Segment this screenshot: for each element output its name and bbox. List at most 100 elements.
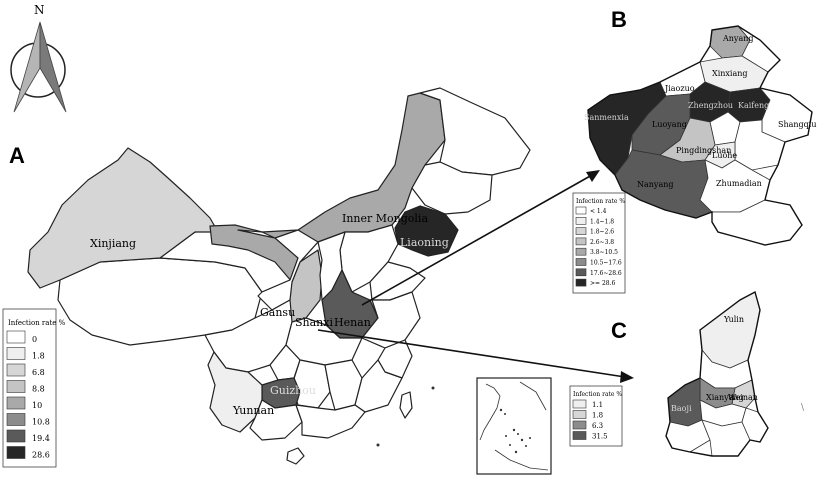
arrowhead-c [620,371,634,383]
label-zhumadian: Zhumadian [716,179,762,188]
legend-swatch [575,217,587,225]
legend-a-title: Infection rate % [8,319,66,327]
region-jilin [411,161,493,215]
legend-label: 31.5 [592,433,608,441]
label-yulin: Yulin [723,315,744,324]
label-luoyang: Luoyang [652,120,687,129]
city-shangqiu [759,87,813,143]
label-inner-mongolia: Inner Mongolia [342,212,428,225]
legend-label: 1.1 [592,401,603,409]
region-guangxi [249,399,303,441]
label-jiaozuo: Jiaozuo [664,84,695,93]
label-xinxiang: Xinxiang [712,69,748,78]
label-sanmenxia: Sanmenxia [584,113,629,122]
legend-swatch [572,431,587,440]
legend-swatch [575,258,587,266]
legend-label: 10.8 [32,418,50,427]
henan-labels: Anyang Xinxiang Jiaozuo Sanmenxia Zhengz… [584,34,817,189]
legend-swatch [575,206,587,215]
north-arrow-right [39,21,67,113]
legend-swatch [6,413,26,426]
label-liaoning: Liaoning [400,236,449,249]
legend-swatch [6,347,26,360]
north-label: N [34,3,45,17]
legend-a: Infection rate % 0 1.8 6.8 8.8 10 10.8 19.4 28.… [2,308,66,468]
shaanxi-labels: Yulin Xianyang Weinan Baoji [671,315,758,413]
legend-swatch [6,380,26,393]
shaanxi-detail-map [665,290,769,457]
legend-swatch [572,399,587,409]
label-anyang: Anyang [722,34,754,43]
region-liaoning [394,205,459,257]
panel-label-b: B [611,7,627,32]
legend-label: 0 [32,335,37,344]
legend-label: 3.8~10.5 [590,249,618,256]
legend-label: 10.5~17.6 [590,260,622,267]
inset-coast [479,383,501,441]
label-gansu: Gansu [260,306,295,319]
label-yunnan: Yunnan [232,404,274,417]
label-henan: Henan [334,316,371,329]
legend-label: 1.8 [592,412,603,420]
legend-label: 28.6 [32,451,50,460]
legend-swatch [6,330,26,344]
region-hainan [286,447,305,465]
legend-label: 1.8 [32,352,45,361]
legend-label: 1.8~2.6 [590,229,614,236]
legend-c-title: Infection rate % [573,391,622,398]
legend-label: 6.8 [32,368,45,377]
label-kaifeng: Kaifeng [738,101,769,110]
arrow-to-henan-detail [361,174,593,306]
city-yulin [699,291,761,369]
label-guizhou: Guizhou [270,384,316,397]
shaanxi-outline [665,290,769,457]
arrow-to-shaanxi-detail [317,329,626,378]
label-luohe: Luohe [712,151,737,160]
legend-label: >= 28.6 [590,280,616,287]
legend-swatch [572,410,587,419]
region-taiwan [399,391,413,419]
legend-label: 2.6~3.8 [590,239,614,246]
legend-swatch [575,247,587,256]
legend-swatch [575,268,587,277]
legend-a-items: 0 1.8 6.8 8.8 10 10.8 19.4 28.6 [6,330,50,460]
label-xianyang: Xianyang [706,393,744,402]
legend-swatch [6,446,26,459]
inset-frame [476,377,552,475]
henan-outline [587,25,813,246]
inset-islands [499,408,531,454]
legend-label: < 1.4 [590,208,607,215]
island-dot [431,386,435,390]
legend-swatch [6,363,26,377]
callout-arrows [317,170,634,383]
inset-coast [519,381,547,411]
legend-swatch [6,396,26,410]
region-xinjiang [27,147,219,289]
island-dot [376,443,380,447]
china-map [27,87,531,465]
label-nanyang: Nanyang [637,180,673,189]
south-china-sea-inset [476,377,552,475]
region-guangdong [295,404,366,439]
legend-c: Infection rate % 1.1 1.8 6.3 31.5 [569,385,623,447]
label-shanxi: Shanxi [295,316,333,329]
region-heilongjiang [419,87,531,176]
legend-swatch [575,227,587,235]
legend-label: 8.8 [32,385,45,394]
legend-label: 10 [32,401,42,410]
north-arrow: N [10,3,67,113]
legend-swatch [575,278,587,287]
label-weinan: Weinan [728,393,758,402]
henan-detail-map [587,25,813,246]
panel-label-a: A [9,143,25,168]
inset-coast [494,449,549,471]
legend-swatch [575,237,587,246]
north-arrow-left [13,21,41,113]
china-labels: Xinjiang Inner Mongolia Liaoning Gansu S… [90,212,449,417]
label-shangqiu: Shangqiu [778,120,817,129]
label-baoji: Baoji [671,404,692,413]
label-xinjiang: Xinjiang [90,237,136,250]
legend-label: 6.3 [592,422,603,430]
